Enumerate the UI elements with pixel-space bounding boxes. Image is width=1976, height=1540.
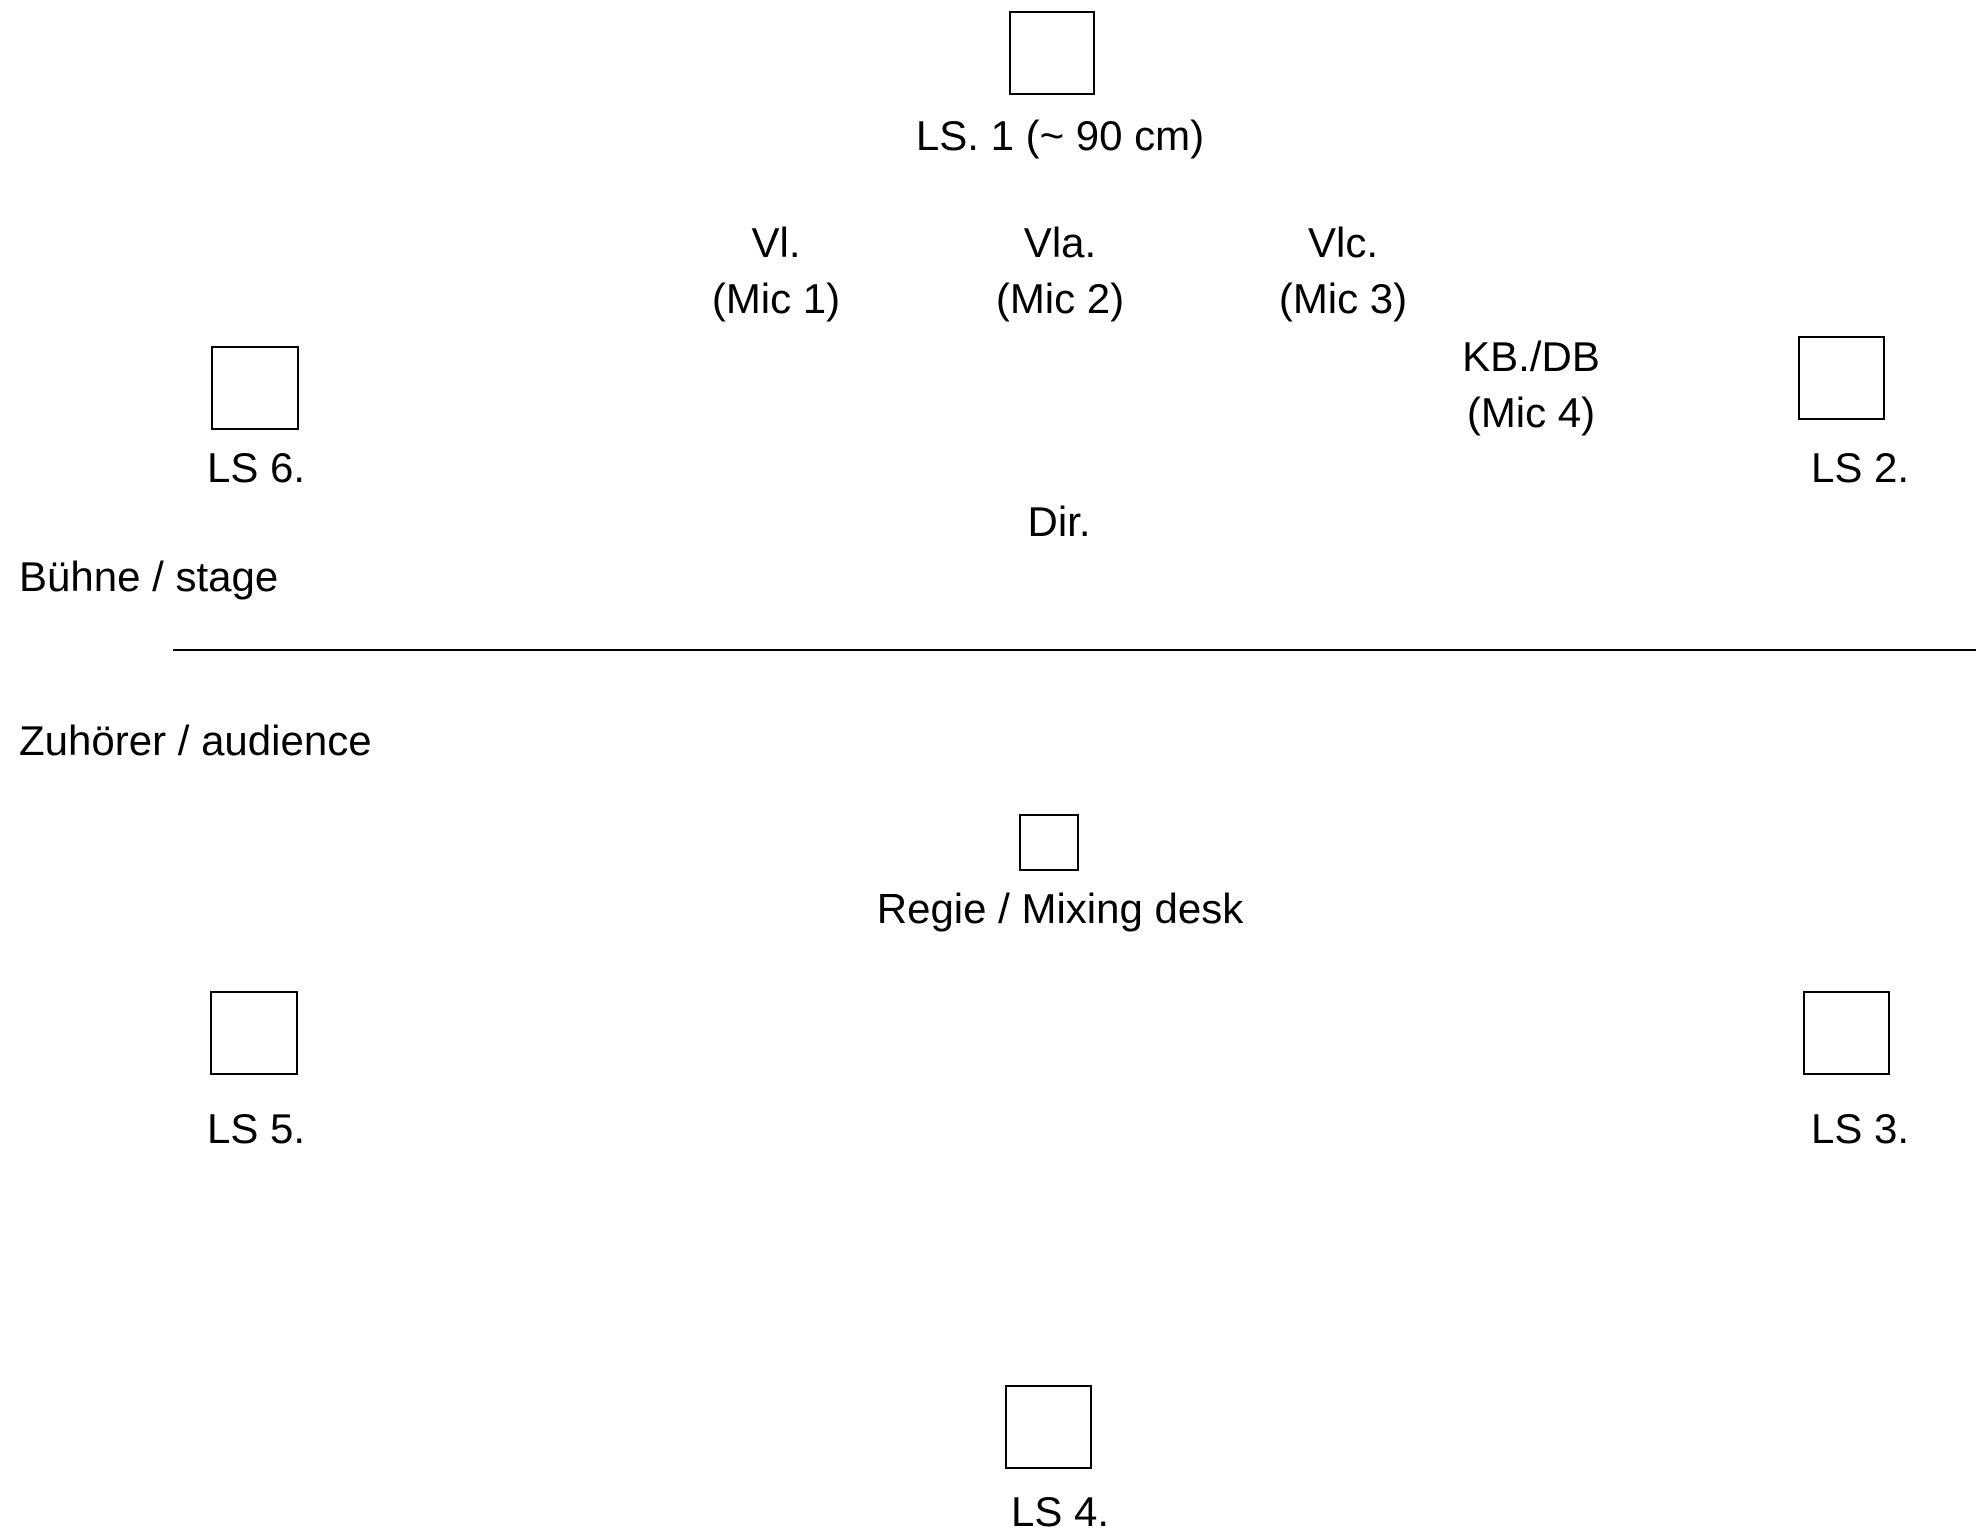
- instrument-kb-mic: (Mic 4): [1466, 389, 1596, 436]
- instrument-kb-name: KB./DB: [1462, 333, 1600, 380]
- conductor-label: Dir.: [1027, 498, 1091, 545]
- speaker-ls5-label: LS 5.: [206, 1105, 306, 1152]
- speaker-ls6-box: [211, 346, 299, 430]
- speaker-ls1-box: [1009, 11, 1095, 95]
- instrument-vl: Vl. (Mic 1): [712, 215, 840, 327]
- instrument-vlc: Vlc. (Mic 3): [1279, 215, 1407, 327]
- stage-audience-divider: [173, 649, 1976, 651]
- audience-area-label: Zuhörer / audience: [19, 717, 372, 764]
- speaker-ls3-box: [1803, 991, 1890, 1075]
- instrument-vl-name: Vl.: [751, 219, 801, 266]
- speaker-ls1-label: LS. 1 (~ 90 cm): [915, 112, 1205, 159]
- speaker-ls2-box: [1798, 336, 1885, 420]
- instrument-vla-mic: (Mic 2): [995, 275, 1125, 322]
- speaker-ls2-label: LS 2.: [1810, 444, 1910, 491]
- instrument-vlc-mic: (Mic 3): [1278, 275, 1408, 322]
- speaker-ls3-label: LS 3.: [1810, 1105, 1910, 1152]
- mixing-desk-label: Regie / Mixing desk: [876, 885, 1244, 932]
- stage-area-label: Bühne / stage: [19, 553, 279, 600]
- mixing-desk-box: [1019, 814, 1079, 871]
- speaker-ls5-box: [210, 991, 298, 1075]
- speaker-ls6-label: LS 6.: [206, 444, 306, 491]
- speaker-ls4-label: LS 4.: [1010, 1488, 1110, 1535]
- instrument-vl-mic: (Mic 1): [711, 275, 841, 322]
- instrument-vla: Vla. (Mic 2): [996, 215, 1124, 327]
- instrument-vla-name: Vla.: [1023, 219, 1097, 266]
- speaker-ls4-box: [1005, 1385, 1092, 1469]
- instrument-vlc-name: Vlc.: [1307, 219, 1379, 266]
- instrument-kb: KB./DB (Mic 4): [1462, 329, 1600, 441]
